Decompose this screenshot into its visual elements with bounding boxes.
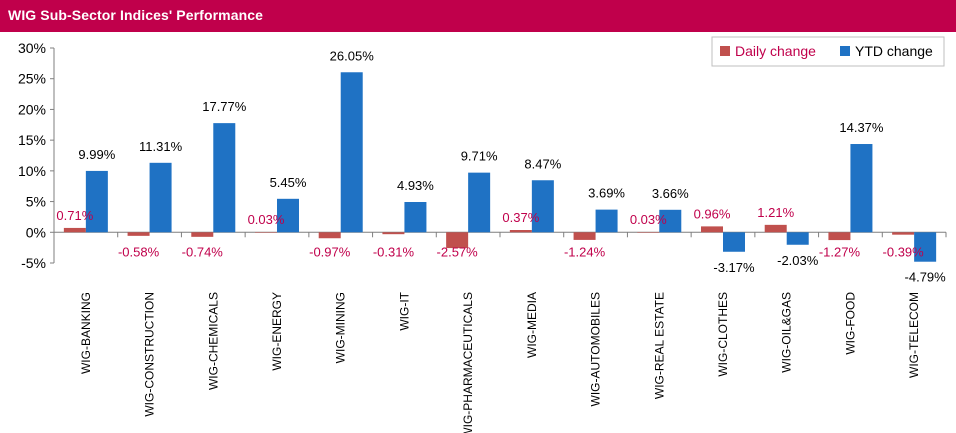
- ytd-change-label: 11.31%: [139, 139, 183, 154]
- y-tick-label: 20%: [18, 101, 46, 117]
- ytd-change-bar: [595, 209, 618, 233]
- category-label: WIG-REAL ESTATE: [652, 292, 666, 399]
- ytd-change-bar: [340, 72, 363, 233]
- ytd-change-label: 3.69%: [588, 186, 625, 201]
- daily-change-label: -0.97%: [309, 244, 351, 259]
- ytd-change-bar: [723, 232, 745, 252]
- ytd-change-label: 26.05%: [330, 48, 375, 63]
- y-tick-label: 0%: [26, 224, 46, 240]
- ytd-change-label: 3.66%: [652, 186, 689, 201]
- ytd-change-bar: [468, 172, 491, 233]
- ytd-change-bar: [914, 232, 937, 262]
- legend-swatch-ytd: [840, 46, 850, 56]
- daily-change-bar: [828, 232, 851, 241]
- daily-change-bar: [892, 232, 915, 235]
- ytd-change-bar: [149, 162, 172, 233]
- y-tick-label: 30%: [18, 40, 46, 56]
- category-label: WIG-MEDIA: [525, 292, 539, 358]
- legend-label-daily: Daily change: [735, 43, 816, 59]
- daily-change-label: -0.39%: [883, 244, 925, 259]
- daily-change-label: -0.31%: [373, 244, 415, 259]
- legend-label-ytd: YTD change: [855, 43, 933, 59]
- daily-change-bar: [573, 232, 596, 240]
- daily-change-label: 0.96%: [694, 206, 731, 221]
- legend: Daily change YTD change: [711, 36, 945, 67]
- ytd-change-label: -3.17%: [713, 260, 755, 275]
- ytd-change-label: 8.47%: [524, 156, 561, 171]
- category-label: WIG-OIL&GAS: [780, 292, 794, 373]
- category-label: WIG-FOOD: [843, 292, 857, 355]
- ytd-change-label: -4.79%: [905, 270, 947, 285]
- daily-change-label: 0.03%: [248, 212, 285, 227]
- daily-change-label: -1.27%: [819, 244, 861, 259]
- ytd-change-bar: [404, 202, 427, 233]
- daily-change-label: -0.74%: [182, 244, 224, 259]
- daily-change-bar: [63, 227, 86, 233]
- daily-change-label: -0.58%: [118, 244, 160, 259]
- daily-change-bar: [191, 232, 214, 237]
- ytd-change-bar: [277, 198, 299, 233]
- daily-change-bar: [637, 232, 660, 233]
- daily-change-label: -1.24%: [564, 244, 606, 259]
- ytd-change-bar: [531, 180, 554, 233]
- category-label: WIG-IT: [397, 291, 411, 330]
- ytd-change-bar: [659, 209, 682, 233]
- y-tick-label: 25%: [18, 71, 46, 87]
- y-tick-label: 5%: [26, 194, 46, 210]
- ytd-change-label: -2.03%: [777, 253, 819, 268]
- legend-swatch-daily: [720, 46, 730, 56]
- category-label: WIG-CHEMICALS: [206, 292, 220, 390]
- ytd-change-bar: [85, 170, 108, 233]
- ytd-change-label: 17.77%: [202, 99, 247, 114]
- daily-change-bar: [127, 232, 150, 236]
- daily-change-bar: [382, 232, 405, 235]
- ytd-change-label: 9.99%: [78, 147, 115, 162]
- y-tick-label: 10%: [18, 163, 46, 179]
- daily-change-bar: [701, 226, 723, 233]
- daily-change-label: 0.71%: [56, 208, 93, 223]
- legend-box: [711, 36, 945, 67]
- daily-change-label: 1.21%: [757, 205, 794, 220]
- category-label: WIG-CONSTRUCTION: [143, 292, 157, 417]
- daily-change-bar: [255, 232, 277, 233]
- daily-change-bar: [509, 230, 532, 233]
- daily-change-label: 0.03%: [630, 212, 667, 227]
- y-tick-label: -5%: [21, 255, 46, 271]
- daily-change-bar: [318, 232, 341, 239]
- category-label: WIG-CLOTHES: [716, 292, 730, 377]
- daily-change-label: 0.37%: [502, 210, 539, 225]
- y-tick-label: 15%: [18, 132, 46, 148]
- ytd-change-label: 5.45%: [270, 175, 307, 190]
- category-label: WIG-AUTOMOBILES: [589, 292, 603, 406]
- title-bar: WIG Sub-Sector Indices' Performance: [0, 0, 956, 32]
- category-label: WIG-ENERGY: [270, 292, 284, 371]
- chart-title: WIG Sub-Sector Indices' Performance: [8, 7, 264, 23]
- ytd-change-bar: [213, 123, 236, 233]
- category-label: WIG-BANKING: [79, 292, 93, 374]
- daily-change-label: -2.57%: [437, 244, 479, 259]
- category-label: WIG-PHARMACEUTICALS: [461, 292, 475, 433]
- category-label: WIG-TELECOM: [907, 292, 921, 378]
- ytd-change-label: 9.71%: [461, 149, 498, 164]
- daily-change-bar: [764, 224, 787, 233]
- ytd-change-label: 4.93%: [397, 178, 434, 193]
- daily-change-bar: [446, 232, 469, 249]
- ytd-change-label: 14.37%: [839, 120, 884, 135]
- category-label: WIG-MINING: [334, 292, 348, 363]
- ytd-change-bar: [786, 232, 809, 245]
- ytd-change-bar: [850, 144, 873, 233]
